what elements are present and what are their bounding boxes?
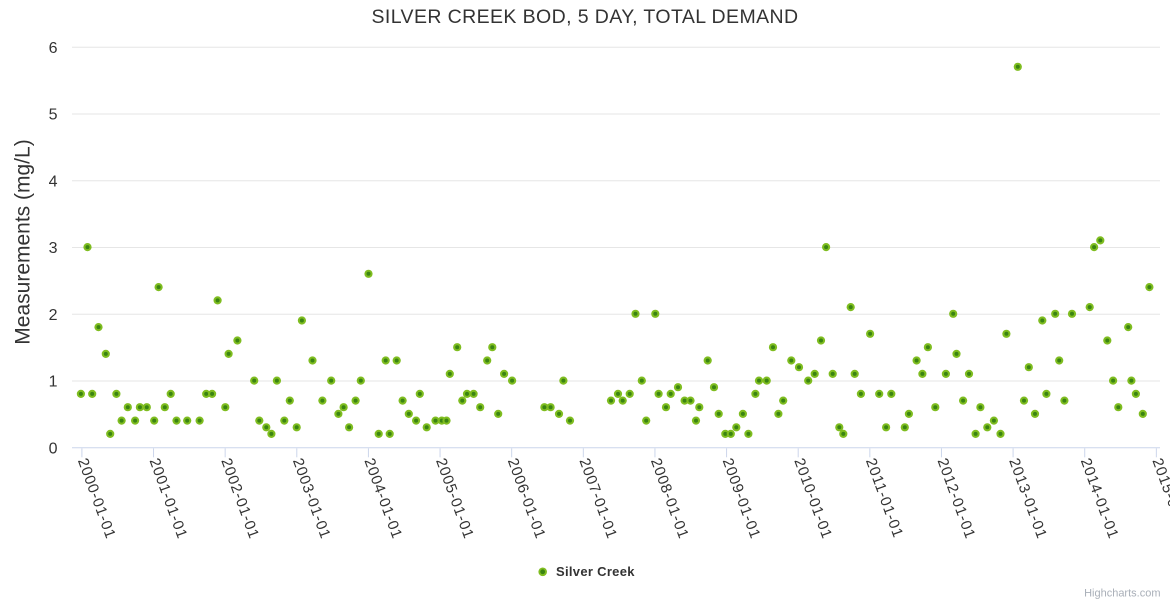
svg-text:1: 1	[49, 374, 58, 391]
svg-text:2: 2	[49, 307, 58, 324]
svg-text:Measurements (mg/L): Measurements (mg/L)	[12, 139, 35, 344]
svg-text:4: 4	[49, 173, 58, 190]
svg-text:0: 0	[49, 440, 58, 457]
svg-text:Highcharts.com: Highcharts.com	[1084, 587, 1160, 599]
svg-text:6: 6	[49, 40, 58, 57]
svg-text:5: 5	[49, 107, 58, 124]
svg-text:3: 3	[49, 240, 58, 257]
svg-text:SILVER CREEK BOD, 5 DAY, TOTAL: SILVER CREEK BOD, 5 DAY, TOTAL DEMAND	[372, 6, 799, 28]
svg-text:Silver Creek: Silver Creek	[556, 564, 635, 579]
